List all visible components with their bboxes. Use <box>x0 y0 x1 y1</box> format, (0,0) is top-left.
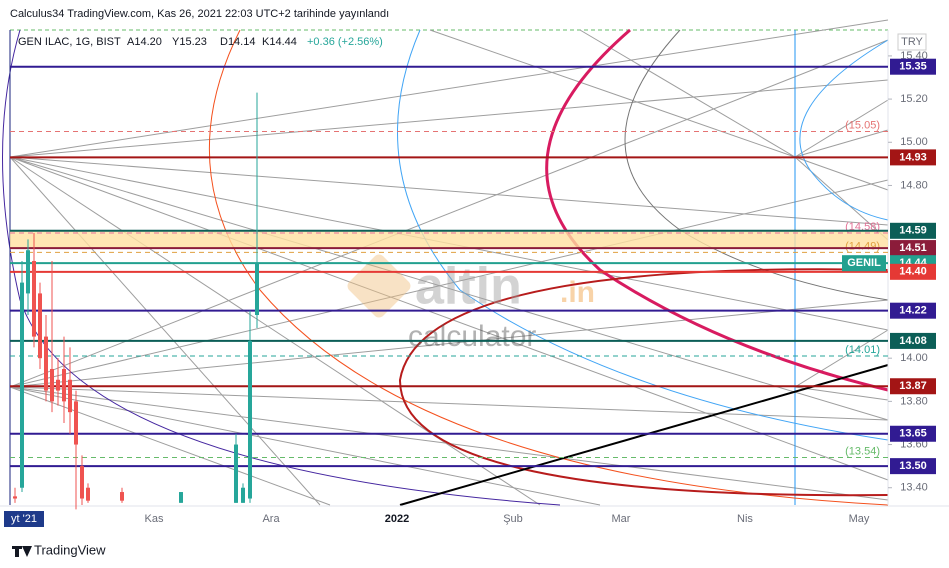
zone-band <box>10 230 888 249</box>
legend-value: D14.14 <box>220 36 255 48</box>
candle-body <box>74 401 78 445</box>
candle-body <box>86 487 90 501</box>
candle-body <box>32 261 36 337</box>
x-label-highlight <box>4 511 44 527</box>
candle-body <box>20 282 24 488</box>
x-tick-label: Kas <box>145 513 164 525</box>
candle-body <box>68 379 72 413</box>
dashed-level-label: (14.01) <box>845 344 880 356</box>
level-label-box <box>890 58 936 75</box>
level-label: 14.22 <box>899 305 927 317</box>
level-label-box <box>890 222 936 239</box>
watermark-logo <box>347 254 411 318</box>
dashed-level-label: (13.54) <box>845 445 880 457</box>
level-label-box <box>890 378 936 395</box>
currency-box <box>897 33 927 51</box>
candle-body <box>44 336 48 391</box>
x-tick-label: May <box>849 513 870 525</box>
legend-value: Y15.23 <box>172 36 207 48</box>
y-tick-label: 13.40 <box>900 482 928 494</box>
legend-value: K14.44 <box>262 36 297 48</box>
x-tick-label: yt '21 <box>11 513 37 525</box>
level-label: 13.87 <box>899 380 927 392</box>
watermark-suffix: .in <box>560 276 595 309</box>
x-tick-label: Şub <box>503 513 523 525</box>
level-label: 14.40 <box>899 266 927 278</box>
candle-body <box>26 250 30 294</box>
level-label: 14.08 <box>899 335 927 347</box>
x-tick-label: 2022 <box>385 513 409 525</box>
legend-value: +0.36 (+2.56%) <box>307 36 383 48</box>
y-tick-label: 14.80 <box>900 179 928 191</box>
level-label-box <box>890 458 936 475</box>
symbol-tag: GENIL <box>847 257 881 269</box>
y-tick-label: 14.00 <box>900 352 928 364</box>
candle-body <box>179 492 183 503</box>
level-label: 14.59 <box>899 225 927 237</box>
candle-body <box>50 368 54 402</box>
watermark-sub: calculator <box>408 320 536 353</box>
candle-body <box>255 263 259 315</box>
symbol-tag-box <box>842 255 886 272</box>
candle-body <box>80 466 84 499</box>
footer: TradingView <box>34 542 106 557</box>
level-label: 15.35 <box>899 61 927 73</box>
candle-body <box>56 379 60 391</box>
x-tick-label: Nis <box>737 513 753 525</box>
dashed-level-label: (14.49) <box>845 240 880 252</box>
level-label: 14.93 <box>899 151 927 163</box>
y-tick-label: 15.00 <box>900 136 928 148</box>
level-label: 13.50 <box>899 460 927 472</box>
candle-body <box>120 492 124 501</box>
candle-body <box>62 368 66 402</box>
y-tick-label: 13.80 <box>900 395 928 407</box>
header: Calculus34 TradingView.com, Kas 26, 2021… <box>10 8 389 20</box>
x-tick-label: Ara <box>262 513 280 525</box>
level-label-box <box>890 149 936 166</box>
symbol-title: GEN ILAC, 1G, BIST <box>18 36 121 48</box>
watermark: altin .in calculator <box>347 254 595 353</box>
level-label: 14.51 <box>899 242 927 254</box>
tv-logo <box>12 546 32 557</box>
candle-body <box>38 293 42 359</box>
watermark-brand: altin <box>415 258 522 316</box>
level-label: 13.65 <box>899 428 927 440</box>
candle-body <box>241 487 245 503</box>
candle-body <box>13 496 17 499</box>
level-label-box <box>890 240 936 257</box>
level-label-box <box>890 263 936 280</box>
candle-body <box>234 444 238 503</box>
currency: TRY <box>901 36 923 48</box>
level-label-box <box>890 332 936 349</box>
candle-body <box>248 340 252 499</box>
gann-drawings <box>2 19 889 506</box>
level-label-box <box>890 302 936 319</box>
dashed-level-label: (15.05) <box>845 119 880 131</box>
y-tick-label: 15.20 <box>900 93 928 105</box>
legend-value: A14.20 <box>127 36 162 48</box>
level-label-box <box>890 425 936 442</box>
x-tick-label: Mar <box>612 513 631 525</box>
